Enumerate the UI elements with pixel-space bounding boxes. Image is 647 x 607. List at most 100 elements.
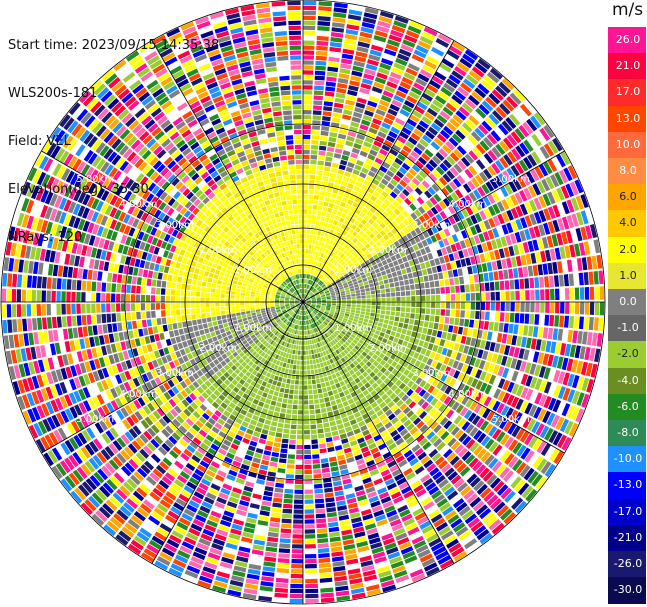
range-gate: [83, 374, 91, 385]
range-gate: [423, 373, 431, 382]
range-gate: [281, 346, 286, 352]
range-gate: [528, 453, 539, 466]
range-gate: [163, 347, 170, 355]
range-gate: [181, 283, 187, 290]
range-gate: [355, 388, 362, 395]
range-gate: [331, 303, 336, 306]
range-gate: [289, 277, 292, 282]
range-gate: [419, 424, 429, 433]
range-gate: [391, 342, 397, 348]
range-gate: [247, 284, 252, 289]
range-gate: [285, 285, 290, 290]
range-gate: [156, 280, 162, 287]
range-gate: [311, 439, 318, 445]
range-gate: [271, 309, 276, 313]
range-gate: [390, 429, 399, 438]
range-gate: [114, 197, 123, 208]
range-gate: [103, 356, 111, 366]
range-gate: [194, 450, 204, 459]
range-gate: [286, 363, 290, 369]
range-gate: [328, 364, 333, 370]
range-gate: [229, 579, 244, 587]
range-gate: [126, 478, 138, 489]
range-gate: [241, 223, 248, 230]
range-gate: [313, 338, 317, 344]
range-gate: [417, 451, 427, 461]
range-gate: [525, 337, 532, 349]
range-gate: [274, 437, 282, 443]
range-gate: [586, 332, 593, 346]
range-gate: [386, 482, 397, 491]
range-gate: [123, 225, 131, 235]
range-gate: [348, 317, 354, 321]
range-gate: [86, 209, 95, 221]
range-gate: [440, 383, 448, 392]
range-gate: [225, 268, 231, 274]
range-gate: [250, 265, 256, 271]
range-gate: [484, 341, 491, 351]
range-gate: [284, 251, 288, 257]
range-gate: [281, 323, 285, 328]
range-gate: [204, 209, 212, 217]
range-gate: [240, 295, 245, 299]
range-gate: [212, 321, 218, 326]
range-gate: [200, 375, 208, 383]
range-gate: [255, 297, 260, 300]
range-gate: [266, 414, 273, 421]
range-gate: [117, 352, 125, 362]
range-gate: [243, 485, 254, 493]
range-gate: [508, 456, 519, 469]
range-gate: [150, 107, 162, 118]
range-gate: [327, 316, 332, 320]
range-gate: [118, 109, 130, 121]
range-gate: [231, 218, 238, 226]
range-gate: [252, 387, 259, 394]
range-gate: [494, 415, 504, 427]
range-gate: [321, 323, 326, 328]
range-gate: [238, 247, 245, 253]
range-gate: [86, 427, 96, 439]
range-gate: [271, 334, 276, 340]
range-gate: [318, 433, 325, 439]
range-gate: [297, 420, 303, 425]
range-gate: [229, 390, 237, 398]
range-gate: [340, 524, 352, 531]
range-gate: [290, 298, 295, 300]
range-gate: [518, 348, 525, 359]
range-gate: [59, 381, 68, 394]
range-gate: [173, 191, 182, 200]
range-gate: [261, 228, 267, 234]
range-gate: [41, 403, 50, 417]
range-gate: [227, 537, 239, 545]
range-gate: [472, 460, 483, 472]
range-gate: [142, 405, 152, 415]
range-gate: [286, 327, 290, 332]
range-gate: [188, 560, 202, 570]
range-gate: [128, 428, 138, 439]
range-gate: [291, 305, 295, 308]
range-gate: [159, 499, 171, 509]
range-gate: [276, 255, 281, 260]
range-gate: [197, 446, 207, 455]
range-gate: [275, 482, 284, 488]
range-gate: [281, 258, 285, 263]
range-gate: [548, 368, 556, 381]
range-gate: [170, 337, 177, 345]
range-gate: [251, 462, 260, 469]
range-gate: [135, 173, 145, 183]
range-gate: [567, 329, 573, 343]
range-gate: [216, 370, 223, 378]
range-gate: [329, 336, 334, 341]
range-gate: [256, 265, 261, 271]
range-gate: [251, 549, 264, 556]
range-gate: [272, 240, 277, 246]
range-gate: [463, 489, 475, 501]
range-gate: [324, 492, 334, 498]
range-gate: [260, 433, 268, 440]
range-gate: [295, 285, 298, 290]
range-gate: [520, 447, 531, 460]
range-gate: [279, 285, 284, 289]
range-gate: [82, 269, 88, 280]
range-gate: [539, 425, 550, 439]
range-gate: [247, 271, 252, 276]
